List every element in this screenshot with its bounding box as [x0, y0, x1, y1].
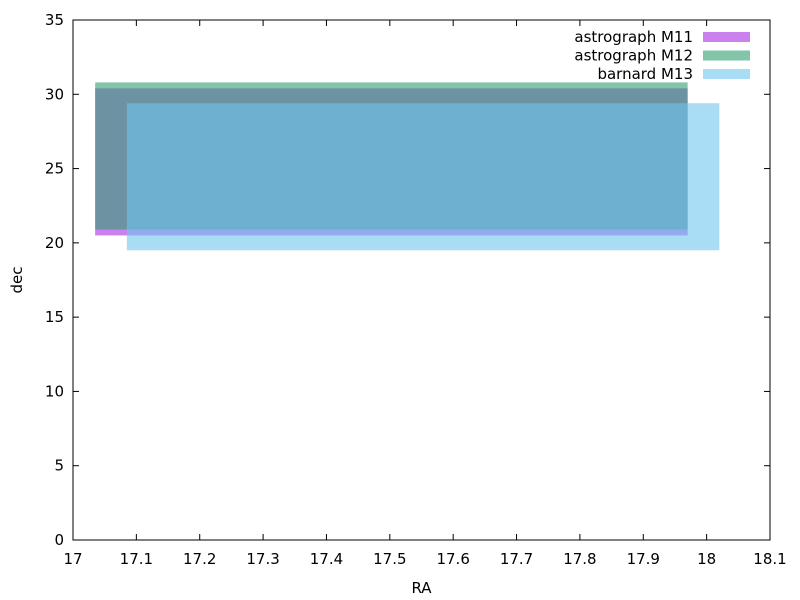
x-tick-label: 17.3 — [246, 550, 279, 568]
x-tick-label: 17.5 — [373, 550, 406, 568]
y-tick-label: 25 — [45, 160, 64, 178]
x-tick-label: 17.2 — [183, 550, 216, 568]
x-tick-label: 17.8 — [563, 550, 596, 568]
plot-frame — [72, 19, 771, 541]
axis-ticks: 17 17.1 17.2 17.3 17.4 17.5 17.6 17.7 17.8 17.9 18… — [45, 11, 787, 568]
y-tick-label: 30 — [45, 85, 64, 103]
y-tick-label: 5 — [54, 457, 64, 475]
y-axis-label: dec — [8, 267, 26, 294]
x-tick-label: 18 — [697, 550, 716, 568]
y-tick-label: 0 — [54, 531, 64, 549]
x-tick-label: 17.4 — [310, 550, 343, 568]
series-area-3 — [126, 103, 720, 251]
legend-label: astrograph M12 — [574, 47, 693, 65]
y-tick-label: 10 — [45, 382, 64, 400]
x-tick-label: 17 — [63, 550, 82, 568]
legend-swatch — [703, 50, 750, 61]
legend-swatch — [703, 32, 750, 42]
x-tick-label: 17.6 — [436, 550, 469, 568]
data-marks — [95, 82, 720, 251]
legend-swatch — [703, 69, 750, 79]
y-tick-label: 35 — [45, 11, 64, 29]
legend-label: barnard M13 — [597, 65, 693, 83]
x-tick-label: 17.1 — [120, 550, 153, 568]
y-tick-label: 15 — [45, 308, 64, 326]
x-axis-label: RA — [411, 579, 432, 597]
x-tick-label: 17.7 — [500, 550, 533, 568]
x-tick-label: 18.1 — [753, 550, 786, 568]
y-tick-label: 20 — [45, 234, 64, 252]
legend-label: astrograph M11 — [574, 28, 693, 46]
x-tick-label: 17.9 — [627, 550, 660, 568]
